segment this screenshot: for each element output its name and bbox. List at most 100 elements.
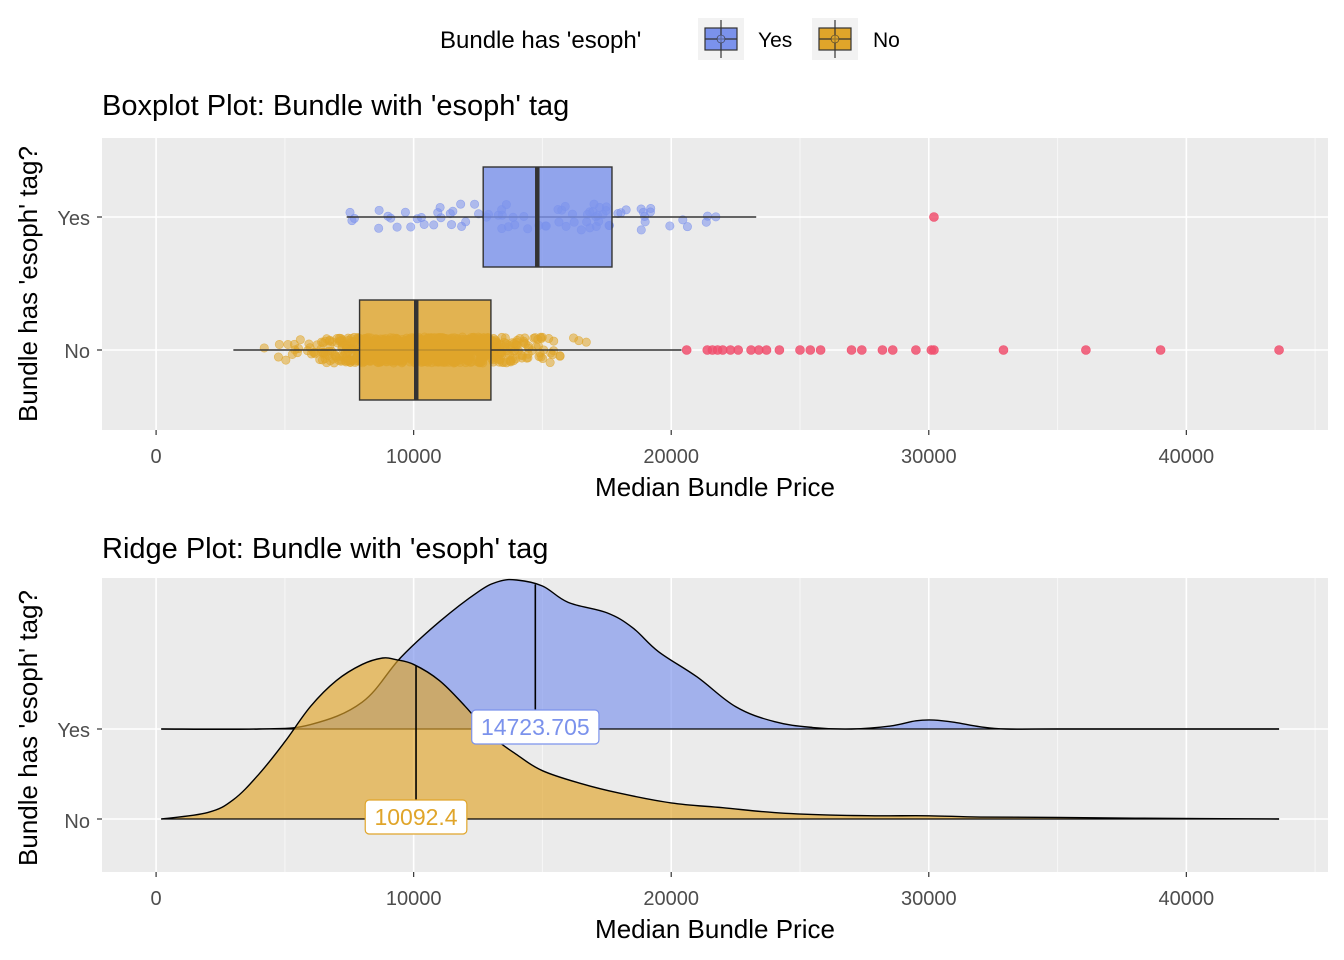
- ridge-x-axis-title: Median Bundle Price: [595, 914, 835, 944]
- ridge-densities: [161, 578, 1280, 820]
- boxplot-outlier-point: [761, 345, 772, 355]
- legend-item-yes: Yes: [698, 18, 792, 60]
- jitter-point: [574, 336, 584, 346]
- boxplot-plot-area: [102, 138, 1328, 430]
- ridge-median-label-box-no: [364, 799, 468, 835]
- legend-key-yes-point: [716, 34, 726, 44]
- boxplot-outlier-point: [887, 345, 898, 355]
- jitter-point: [500, 342, 510, 352]
- jitter-point: [259, 343, 269, 353]
- ridge-panel: Ridge Plot: Bundle with 'esoph' tag 1472…: [13, 533, 1328, 944]
- boxplot-xtick-label: 0: [151, 446, 162, 468]
- legend-title: Bundle has 'esoph': [440, 27, 641, 54]
- boxplot-outlier-point: [774, 345, 785, 355]
- ridge-median-label-box-yes: [471, 709, 600, 745]
- legend-key-no-point: [830, 34, 840, 44]
- jitter-point: [400, 207, 410, 217]
- jitter-point: [494, 357, 504, 367]
- ridge-median-label-no: 10092.4: [374, 804, 457, 830]
- jitter-point: [517, 353, 527, 363]
- jitter-point: [392, 222, 402, 232]
- ridge-area-no: [161, 657, 1280, 819]
- legend-item-no: No: [812, 18, 900, 60]
- boxplot-xtick-label: 10000: [386, 446, 442, 468]
- ridge-xtick-label: 20000: [643, 888, 699, 910]
- jitter-point: [581, 337, 591, 347]
- boxplot-outlier-point: [929, 345, 939, 355]
- jitter-point: [456, 199, 466, 209]
- ridge-median-labels: 14723.705 10092.4: [364, 709, 600, 835]
- boxplot-y-axis-title: Bundle has 'esoph' tag?: [13, 146, 43, 422]
- boxplot-xtick-label: 30000: [901, 446, 957, 468]
- jitter-point: [429, 220, 439, 230]
- boxplot-x-axis-title: Median Bundle Price: [595, 472, 835, 502]
- boxplot-outlier-point: [877, 345, 888, 355]
- boxplot-ytick-label-yes: Yes: [57, 208, 90, 230]
- boxplot-outlier-point: [795, 345, 805, 355]
- ridge-outline-no: [161, 657, 1280, 820]
- boxplot-outlier-point: [911, 345, 921, 355]
- jitter-point: [283, 339, 293, 349]
- boxplot-y-axis: Yes No: [57, 208, 102, 363]
- jitter-point: [500, 333, 510, 343]
- jitter-point: [343, 333, 353, 343]
- boxplot-ytick-label-no: No: [64, 341, 90, 363]
- jitter-point: [546, 348, 556, 358]
- boxplot-outlier-point: [1155, 345, 1166, 355]
- boxplot-outlier-point: [815, 345, 826, 355]
- legend: Bundle has 'esoph' Yes No: [440, 18, 900, 60]
- jitter-point: [665, 221, 675, 231]
- boxplot-outlier-point: [1274, 345, 1284, 355]
- legend-label-no: No: [873, 29, 900, 52]
- ridge-ytick-label-no: No: [64, 811, 90, 833]
- ridge-outline-yes: [161, 578, 1280, 731]
- boxplot-outlier-point: [929, 212, 939, 222]
- boxplot-boxes: [233, 166, 757, 401]
- boxplot-panel: Boxplot Plot: Bundle with 'esoph' tag Ye…: [13, 90, 1328, 502]
- jitter-point: [325, 341, 335, 351]
- boxplot-xtick-label: 40000: [1159, 446, 1215, 468]
- boxplot-box-yes: [482, 166, 613, 268]
- jitter-point: [447, 220, 457, 230]
- boxplot-outlier-point: [846, 345, 857, 355]
- jitter-point: [682, 222, 692, 232]
- jitter-point: [345, 207, 355, 217]
- ridge-x-axis: 0 10000 20000 30000 40000: [151, 872, 1215, 910]
- ridge-xtick-label: 10000: [386, 888, 442, 910]
- jitter-point: [636, 225, 646, 235]
- jitter-point: [613, 209, 623, 219]
- boxplot-outlier-point: [681, 345, 692, 355]
- boxplot-x-axis: 0 10000 20000 30000 40000: [151, 430, 1215, 468]
- jitter-point: [325, 356, 335, 366]
- jitter-point: [274, 339, 284, 349]
- jitter-point: [678, 215, 688, 225]
- jitter-point: [535, 348, 545, 358]
- jitter-point: [520, 339, 530, 349]
- boxplot-outlier-point: [805, 345, 816, 355]
- ridge-y-axis: Yes No: [57, 720, 102, 833]
- ridge-y-axis-title: Bundle has 'esoph' tag?: [13, 590, 43, 866]
- boxplot-outlier-point: [857, 345, 867, 355]
- boxplot-outliers: [681, 212, 1284, 355]
- boxplot-outlier-point: [1081, 345, 1091, 355]
- jitter-point: [350, 337, 360, 347]
- jitter-point: [701, 217, 711, 227]
- boxplot-xtick-label: 20000: [643, 446, 699, 468]
- jitter-point: [555, 351, 565, 361]
- ridge-xtick-label: 30000: [901, 888, 957, 910]
- jitter-point: [295, 335, 305, 345]
- jitter-point: [640, 217, 650, 227]
- jitter-point: [638, 207, 648, 217]
- jitter-point: [315, 355, 325, 365]
- jitter-point: [386, 213, 396, 223]
- jitter-point: [374, 223, 384, 233]
- jitter-point: [545, 358, 555, 368]
- jitter-point: [433, 208, 443, 218]
- jitter-point: [621, 205, 631, 215]
- legend-label-yes: Yes: [758, 29, 792, 52]
- ridge-xtick-label: 40000: [1159, 888, 1215, 910]
- jitter-point: [406, 222, 416, 232]
- jitter-point: [530, 333, 540, 343]
- jitter-point: [281, 355, 291, 365]
